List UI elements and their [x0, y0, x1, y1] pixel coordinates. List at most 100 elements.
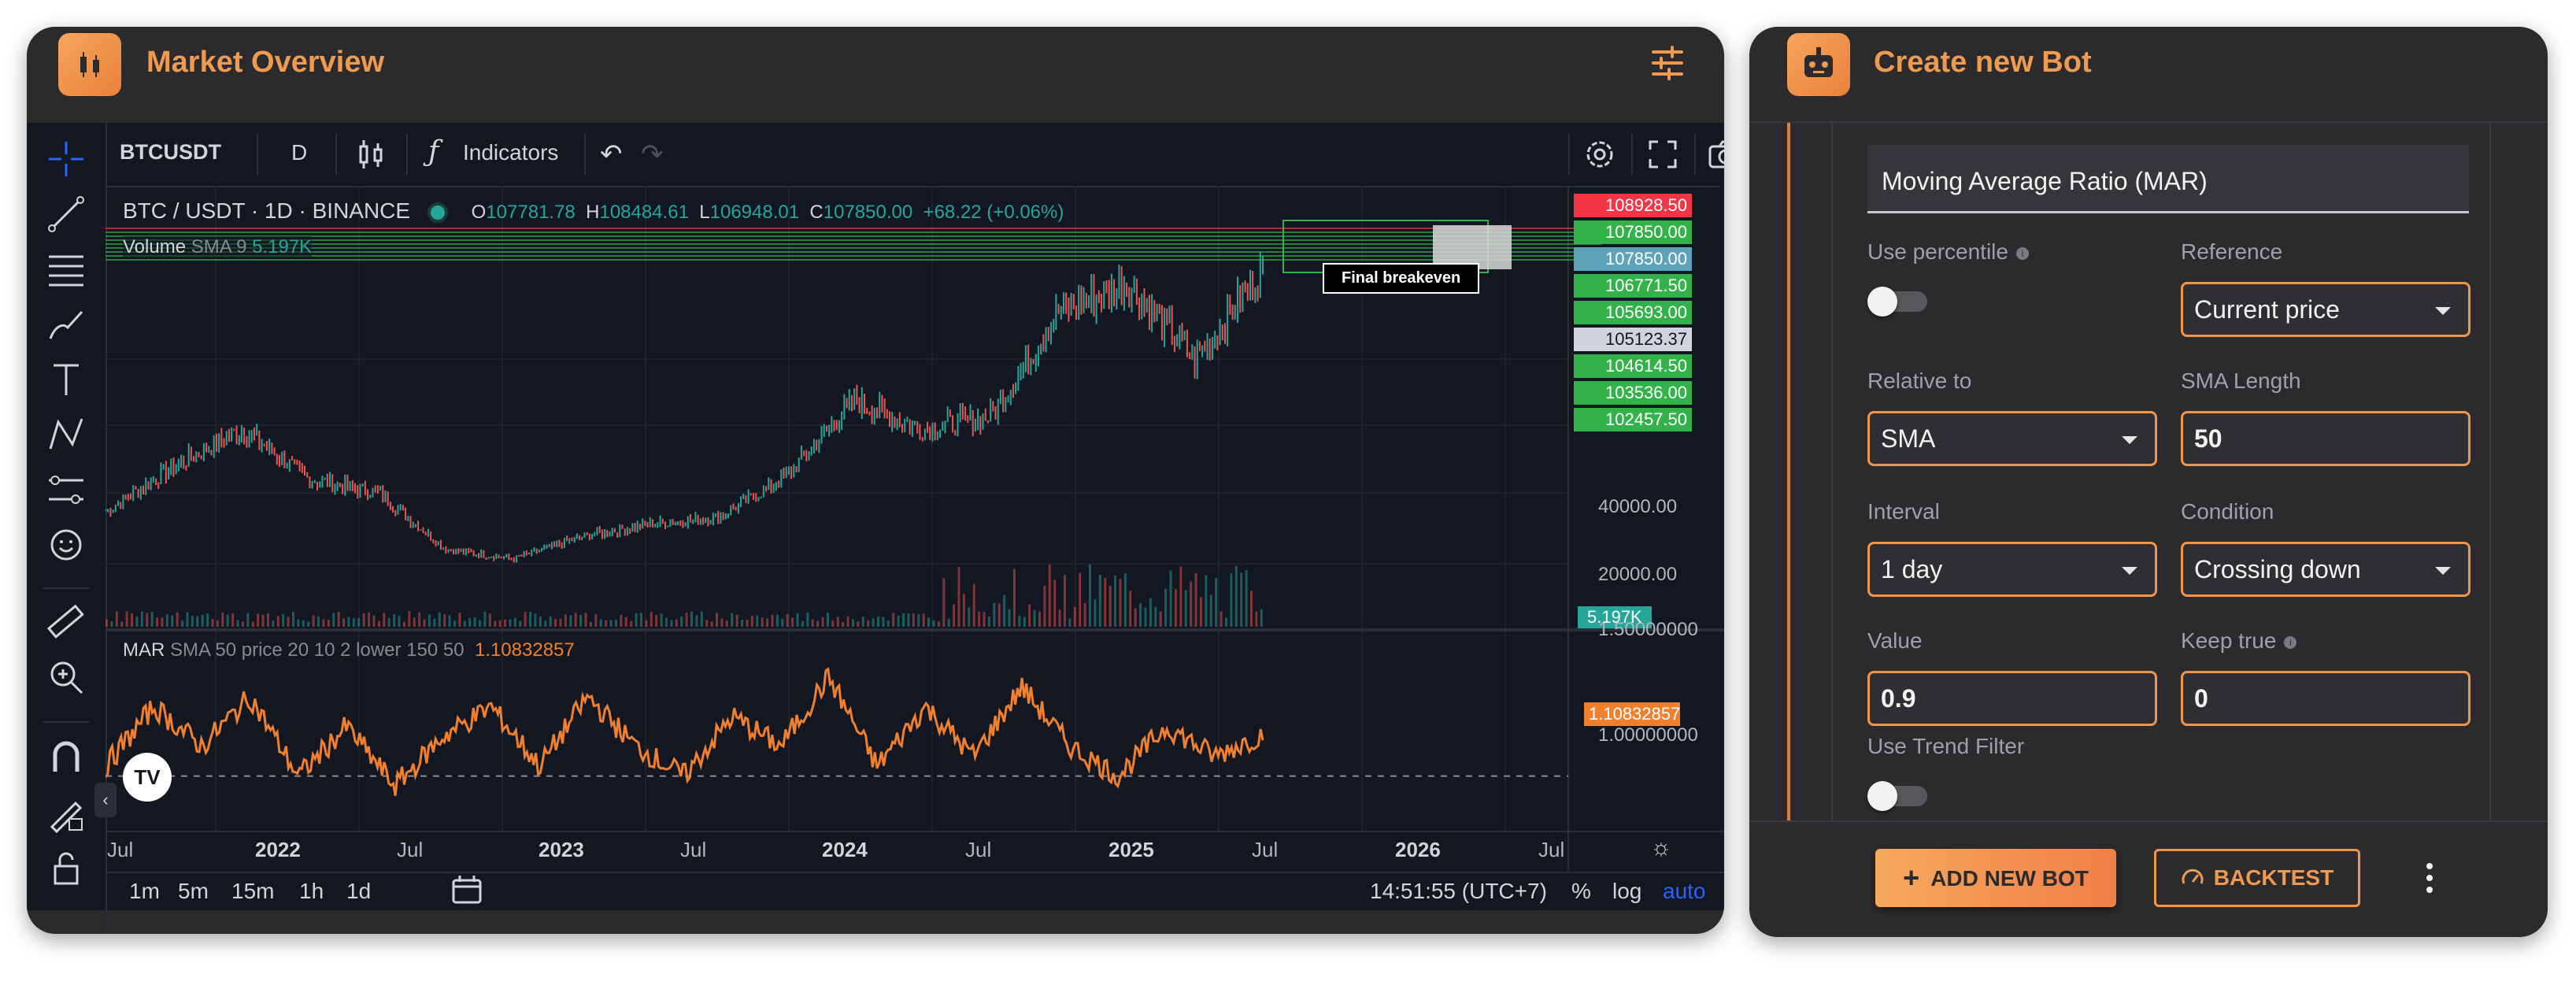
percent-toggle[interactable]: % — [1571, 879, 1591, 903]
volume-bar — [867, 620, 870, 627]
condition-select[interactable]: Crossing down — [2181, 542, 2471, 597]
volume-bar — [993, 602, 996, 627]
time-axis-label: Jul — [965, 838, 992, 861]
volume-bar — [1028, 604, 1031, 627]
time-axis-label: Jul — [1538, 838, 1565, 861]
volume-bar — [1199, 597, 1202, 627]
mar-legend: MAR SMA 50 price 20 10 2 lower 150 50 1.… — [123, 639, 575, 661]
range-button-15m[interactable]: 15m — [231, 879, 275, 903]
camera-icon[interactable] — [1707, 135, 1724, 173]
redo-icon[interactable]: ↷ — [641, 139, 664, 169]
volume-bar — [427, 614, 431, 627]
volume-bar — [962, 594, 965, 627]
volume-bar — [368, 612, 371, 627]
fx-icon[interactable]: ƒ — [428, 135, 439, 168]
volume-bar — [458, 613, 461, 627]
volume-bar — [953, 604, 956, 627]
volume-bar — [574, 613, 577, 627]
volume-bar — [483, 611, 487, 627]
volume-bar — [448, 615, 451, 627]
ruler-icon[interactable] — [44, 600, 88, 644]
zoom-in-icon[interactable] — [44, 655, 88, 699]
indicator-field[interactable]: Moving Average Ratio (MAR) — [1867, 145, 2469, 213]
log-toggle[interactable]: log — [1612, 879, 1642, 903]
fullscreen-icon[interactable] — [1644, 135, 1682, 173]
interval-select[interactable]: 1 day — [1867, 542, 2157, 597]
sma-length-label: SMA Length — [2181, 369, 2301, 393]
trend-line-icon[interactable] — [44, 192, 88, 236]
volume-bar — [161, 617, 164, 627]
market-overview-title: Market Overview — [146, 46, 385, 79]
collapse-toolbar-icon[interactable]: ‹ — [94, 783, 117, 817]
text-tool-icon[interactable] — [44, 357, 88, 402]
value-input[interactable]: 0.9 — [1867, 671, 2157, 726]
auto-toggle[interactable]: auto — [1663, 879, 1706, 903]
volume-bar — [135, 617, 139, 627]
tradingview-logo[interactable]: TV — [123, 753, 172, 802]
volume-bar — [624, 617, 627, 627]
volume-bar — [509, 619, 512, 627]
crosshair-icon[interactable] — [44, 137, 88, 181]
candle-style-icon[interactable] — [354, 137, 389, 172]
forecast-icon[interactable] — [44, 468, 88, 512]
volume-bar — [589, 621, 592, 627]
volume-bar — [342, 618, 346, 627]
chart-toolbar: BTCUSDT D ƒ Indicators ↶ ↷ — [105, 123, 1724, 187]
volume-bar — [272, 620, 275, 627]
volume-bar — [731, 613, 734, 627]
volume-bar — [1194, 573, 1197, 627]
volume-bar — [398, 615, 401, 627]
volume-bar — [1190, 581, 1193, 627]
pattern-icon[interactable] — [44, 413, 88, 457]
range-button-1m[interactable]: 1m — [129, 879, 160, 903]
indicators-button[interactable]: Indicators — [463, 140, 559, 165]
chevron-down-icon — [2435, 307, 2451, 315]
volume-bar — [983, 611, 986, 627]
interval-button[interactable]: D — [291, 140, 308, 165]
fib-lines-icon[interactable] — [44, 247, 88, 291]
candlestick-app-icon — [58, 33, 121, 96]
volume-bar — [614, 619, 617, 627]
volume-bar — [1230, 573, 1233, 627]
volume-bar — [922, 613, 925, 627]
symbol-search[interactable]: BTCUSDT — [120, 140, 221, 164]
magnet-icon[interactable] — [44, 735, 88, 780]
volume-bar — [347, 617, 350, 627]
backtest-button[interactable]: BACKTEST — [2154, 849, 2360, 907]
close-value: 107850.00 — [823, 202, 913, 223]
open-value: 107781.78 — [486, 202, 576, 223]
range-button-1h[interactable]: 1h — [299, 879, 324, 903]
chart-settings-icon[interactable] — [1581, 135, 1619, 173]
more-options-icon[interactable] — [2420, 858, 2439, 898]
time-axis-label: 2025 — [1108, 838, 1154, 861]
volume-bar — [383, 613, 386, 627]
volume-bar — [1018, 616, 1021, 627]
volume-bar — [226, 614, 229, 627]
lock-drawing-icon[interactable] — [44, 791, 88, 835]
undo-icon[interactable]: ↶ — [600, 139, 623, 169]
unlock-icon[interactable] — [44, 846, 88, 890]
date-range-icon[interactable] — [449, 872, 485, 909]
reference-select[interactable]: Current price — [2181, 282, 2471, 337]
volume-bar — [1154, 606, 1157, 627]
range-button-1d[interactable]: 1d — [346, 879, 372, 903]
add-new-bot-button[interactable]: + ADD NEW BOT — [1875, 849, 2116, 907]
range-button-5m[interactable]: 5m — [178, 879, 209, 903]
clock-label[interactable]: 14:51:55 (UTC+7) — [1370, 879, 1547, 903]
volume-bar — [110, 621, 113, 627]
settings-sliders-icon[interactable] — [1649, 44, 1686, 82]
volume-bar — [146, 613, 149, 627]
breakeven-fill — [1433, 225, 1512, 269]
emoji-icon[interactable] — [44, 523, 88, 567]
info-icon: i — [2284, 635, 2297, 649]
volume-bar — [664, 617, 668, 627]
volume-bar — [851, 619, 854, 627]
trend-filter-toggle[interactable] — [1867, 780, 1930, 811]
sma-length-input[interactable]: 50 — [2181, 411, 2471, 466]
timezone-sun-icon[interactable]: ☼ — [1650, 835, 1672, 861]
brush-icon[interactable] — [44, 302, 88, 346]
price-chart[interactable] — [105, 123, 1724, 910]
keep-true-input[interactable]: 0 — [2181, 671, 2471, 726]
use-percentile-toggle[interactable] — [1867, 285, 1930, 317]
relative-to-select[interactable]: SMA — [1867, 411, 2157, 466]
